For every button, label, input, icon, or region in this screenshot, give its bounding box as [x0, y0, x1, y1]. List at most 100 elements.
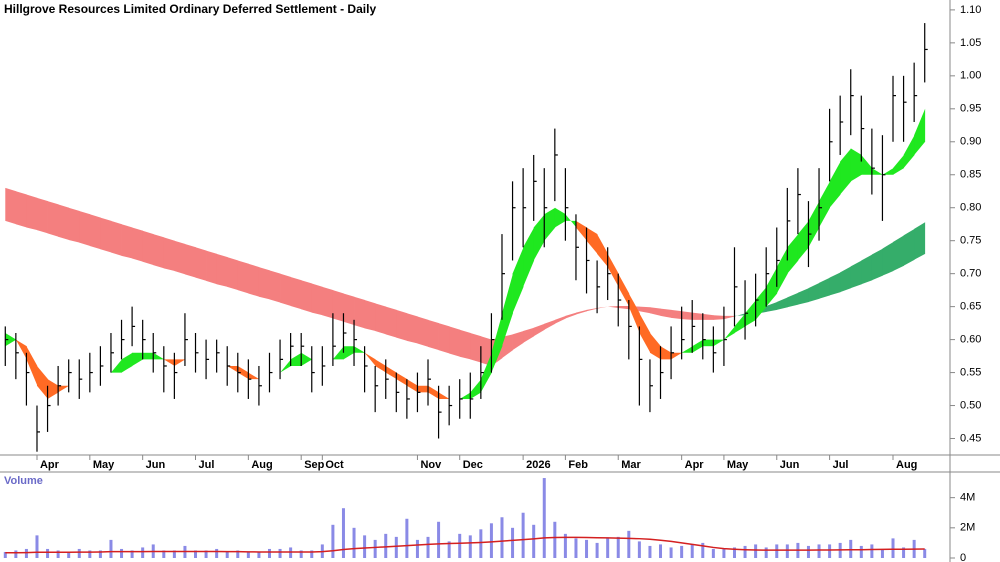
ma-band [713, 315, 725, 320]
ma-band [311, 283, 323, 316]
ma-band [671, 352, 683, 360]
ma-band [501, 334, 513, 359]
ma-band [734, 313, 746, 317]
ma-band [385, 365, 397, 380]
x-tick-label: Sep [304, 459, 324, 471]
ma-band [79, 211, 91, 246]
ma-band [36, 365, 48, 399]
volume-bar [109, 539, 113, 558]
ma-band [470, 379, 482, 399]
x-tick-label: May [727, 459, 749, 471]
ma-band [121, 224, 133, 259]
volume-bar [764, 547, 768, 558]
volume-bar [130, 550, 134, 558]
ma-band [406, 379, 418, 393]
ma-band [153, 352, 165, 360]
volume-bar [701, 542, 705, 558]
volume-bar [902, 547, 906, 558]
ma-band [153, 234, 165, 269]
ma-band [332, 346, 344, 360]
ma-band [829, 161, 841, 208]
volume-bar [67, 551, 71, 558]
volume-bar [553, 521, 557, 558]
ma-band [554, 207, 566, 228]
volume-bar [394, 536, 398, 558]
ma-band [332, 290, 344, 322]
ma-band [776, 247, 788, 294]
ma-band [15, 339, 27, 360]
y-tick-label: 0.90 [960, 136, 981, 148]
ma-band [523, 327, 535, 343]
ma-band [544, 319, 556, 330]
ma-band [280, 359, 292, 373]
volume-bar [352, 527, 356, 558]
volume-bar [521, 512, 525, 558]
y-tick-label: 0.70 [960, 268, 981, 280]
ma-band [914, 222, 926, 260]
ma-band [364, 352, 376, 366]
volume-bar [859, 545, 863, 558]
ma-band [565, 214, 577, 228]
volume-bar [384, 533, 388, 558]
x-tick-label: 2026 [526, 459, 550, 471]
volume-bar [120, 548, 124, 558]
ma-band [174, 240, 186, 275]
volume-bar [870, 544, 874, 558]
ma-band [787, 234, 799, 274]
y-tick-label: 0.85 [960, 169, 981, 181]
volume-bar [141, 547, 145, 558]
ma-band [89, 214, 101, 250]
volume-bar [447, 541, 451, 558]
ma-band [597, 234, 609, 268]
y-tick-label: 2M [960, 522, 975, 534]
volume-bar [743, 545, 747, 558]
volume-bar [35, 535, 39, 558]
ma-band [586, 227, 598, 254]
ma-band [438, 323, 450, 354]
ma-band [776, 297, 788, 310]
ma-band [861, 154, 873, 175]
ma-band [734, 313, 746, 334]
volume-bar [246, 551, 250, 558]
ma-band [322, 286, 334, 319]
volume-bar [426, 536, 430, 558]
ma-band [808, 282, 820, 303]
volume-bar [923, 548, 927, 558]
ma-band [840, 266, 852, 293]
ma-band [681, 346, 693, 353]
ma-band [47, 379, 59, 399]
ma-band [184, 243, 196, 278]
volume-bar [98, 550, 102, 558]
ma-band [396, 309, 408, 341]
ma-band [628, 293, 640, 334]
ma-band [639, 306, 651, 314]
ma-band [745, 300, 757, 327]
ma-band [850, 148, 862, 182]
ma-band [58, 204, 70, 241]
volume-bar [225, 551, 229, 558]
ma-band [882, 168, 894, 175]
y-tick-label: 4M [960, 492, 975, 504]
volume-bar [542, 478, 546, 558]
volume-bar [77, 548, 81, 558]
volume-bar [732, 547, 736, 558]
ma-band [723, 326, 735, 340]
ma-band [871, 248, 883, 281]
ma-band [142, 352, 154, 360]
ma-band [36, 197, 48, 234]
panel-title: Volume [4, 475, 43, 487]
ma-band [110, 359, 122, 373]
ma-band [449, 326, 461, 357]
x-tick-label: Feb [568, 459, 588, 471]
volume-bar [468, 535, 472, 558]
ma-band [597, 306, 609, 309]
volume-bar [637, 541, 641, 558]
volume-bar [46, 548, 50, 558]
ma-band [903, 228, 915, 266]
ma-band [248, 263, 260, 297]
volume-bar [162, 550, 166, 558]
ma-band [290, 352, 302, 366]
x-tick-label: Apr [685, 459, 705, 471]
x-tick-label: Nov [420, 459, 442, 471]
